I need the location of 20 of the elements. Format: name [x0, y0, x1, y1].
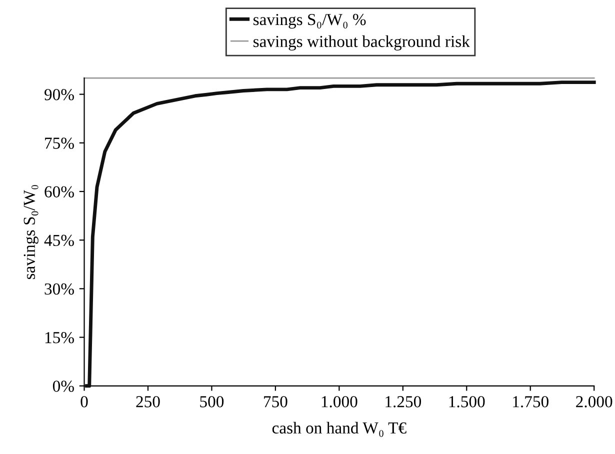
y-tick-label: 0%: [52, 380, 74, 392]
x-tick-label: 1.750: [513, 396, 548, 408]
y-tick-label: 75%: [45, 138, 74, 149]
y-axis-title: savings S₀/W₀: [24, 185, 38, 280]
x-tick-label: 0: [80, 396, 88, 408]
legend-label: savings without background risk: [254, 35, 470, 51]
x-tick-label: 1.000: [322, 396, 358, 408]
y-tick-label: 15%: [45, 332, 74, 344]
x-tick-label: 1.500: [449, 396, 485, 408]
y-tick-label: 45%: [44, 234, 74, 246]
x-tick-label: 500: [200, 396, 224, 408]
y-tick-label: 90%: [44, 88, 74, 100]
x-tick-label: 750: [264, 396, 288, 408]
x-tick-label: 250: [136, 396, 160, 408]
x-tick-label: 1.250: [386, 396, 422, 408]
x-axis-title: cash on hand W₀ T€: [272, 422, 406, 437]
x-tick-label: 2.000: [576, 396, 612, 408]
y-tick-label: 60%: [44, 186, 74, 198]
y-tick-label: 30%: [44, 283, 74, 295]
legend-label: savings S₀/W₀ %: [254, 14, 366, 29]
